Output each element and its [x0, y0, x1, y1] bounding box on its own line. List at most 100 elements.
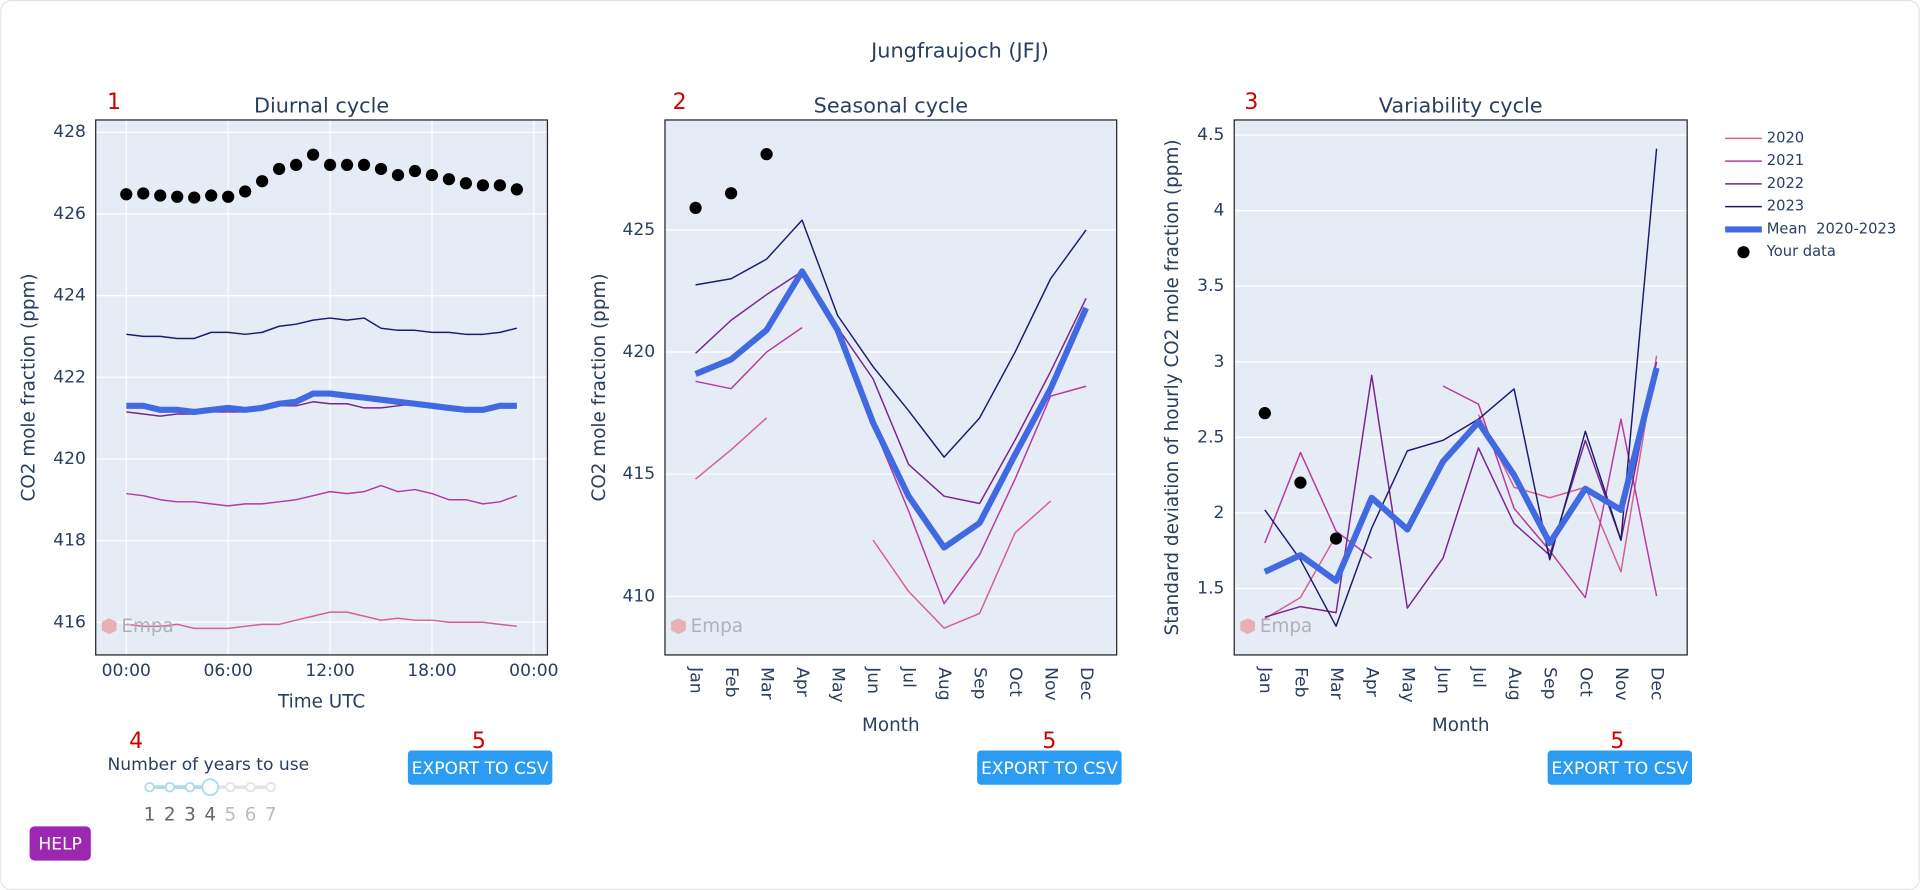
y-tick-label: 425: [622, 220, 655, 240]
data-point: [171, 190, 184, 203]
slider-step[interactable]: [225, 781, 236, 793]
x-tick-label: Jul: [1469, 666, 1489, 688]
y-tick-label: 415: [622, 464, 655, 484]
x-tick-label: Sep: [1540, 667, 1560, 699]
y-axis-title: CO2 mole fraction (ppm): [19, 273, 40, 501]
x-tick-label: 06:00: [203, 661, 252, 681]
mean-line: [1263, 367, 1660, 584]
x-tick-label: Dec: [1076, 667, 1096, 700]
data-point: [289, 158, 303, 172]
year-line: [695, 326, 1087, 605]
export-button[interactable]: EXPORT TO CSV: [1547, 750, 1693, 785]
button-label: EXPORT TO CSV: [1551, 759, 1688, 779]
slider-option[interactable]: 4: [204, 804, 216, 825]
y-tick-label: 4.5: [1197, 125, 1224, 145]
year-line: [1264, 148, 1658, 627]
data-point: [120, 188, 133, 201]
y-tick-label: 3.5: [1197, 276, 1224, 296]
slider-step[interactable]: [265, 781, 276, 793]
legend-label[interactable]: 2020: [1767, 129, 1804, 146]
slider-option[interactable]: 7: [265, 804, 277, 825]
y-tick-label: 2.5: [1197, 427, 1224, 447]
x-tick-label: Dec: [1647, 667, 1667, 700]
help-button[interactable]: HELP: [29, 826, 91, 861]
y-tick-label: 1.5: [1197, 578, 1224, 598]
button-label: EXPORT TO CSV: [981, 759, 1118, 779]
data-point: [476, 179, 490, 192]
legend-label[interactable]: 2021: [1767, 152, 1804, 169]
slider-step[interactable]: [164, 781, 175, 793]
legend-label[interactable]: Your data: [1766, 243, 1836, 260]
x-tick-label: 18:00: [407, 661, 456, 681]
button-bg: [977, 750, 1122, 785]
slider-option[interactable]: 5: [225, 804, 237, 825]
data-point: [340, 158, 354, 172]
x-tick-label: Mar: [1326, 667, 1346, 700]
plot-frame: [664, 119, 1118, 656]
y-tick-label: 422: [53, 367, 86, 387]
data-point: [205, 189, 218, 202]
export-button[interactable]: EXPORT TO CSV: [407, 750, 553, 785]
panel-number: 4: [129, 729, 143, 754]
slider-option[interactable]: 3: [184, 804, 196, 825]
data-point: [323, 158, 337, 172]
x-tick-label: Apr: [1362, 667, 1382, 698]
slider-step[interactable]: [184, 781, 196, 793]
panel-number: 5: [1042, 729, 1056, 754]
slider-option[interactable]: 2: [164, 804, 176, 825]
y-tick-label: 420: [53, 449, 86, 469]
slider-option[interactable]: 6: [245, 804, 257, 825]
plot-area: [95, 119, 548, 655]
export-button[interactable]: EXPORT TO CSV: [977, 750, 1122, 785]
plot-frame: [1233, 119, 1688, 656]
watermark: Empa: [1260, 616, 1312, 637]
y-axis-title: Standard deviation of hourly CO2 mole fr…: [1162, 139, 1183, 635]
panel-number: 2: [673, 90, 687, 115]
legend-label[interactable]: 2023: [1767, 198, 1804, 215]
data-point: [1294, 476, 1307, 489]
watermark-logo: [1240, 618, 1256, 635]
data-point: [272, 162, 286, 176]
slider-handle[interactable]: [201, 778, 220, 797]
watermark-logo: [671, 618, 686, 635]
y-tick-label: 4: [1214, 201, 1225, 221]
data-point: [374, 162, 388, 176]
data-point: [442, 173, 456, 186]
data-point: [391, 168, 405, 182]
x-tick-label: May: [828, 667, 848, 702]
x-tick-label: 12:00: [305, 661, 354, 681]
y-tick-label: 410: [622, 586, 655, 606]
legend-label[interactable]: Mean 2020-2023: [1767, 220, 1896, 237]
y-tick-label: 418: [53, 531, 86, 551]
x-tick-label: May: [1397, 667, 1417, 702]
legend-label[interactable]: 2022: [1767, 175, 1804, 192]
y-tick-label: 424: [53, 286, 86, 306]
slider-step[interactable]: [144, 781, 155, 793]
watermark: Empa: [121, 616, 173, 637]
x-tick-label: Feb: [721, 667, 741, 697]
button-label: HELP: [38, 835, 82, 855]
y-tick-label: 428: [53, 122, 86, 142]
x-tick-label: Jun: [1433, 666, 1453, 694]
panel-number: 1: [107, 90, 121, 115]
x-tick-label: Nov: [1611, 667, 1631, 700]
x-tick-label: Jan: [686, 666, 706, 693]
mean-line: [694, 268, 1089, 551]
watermark: Empa: [691, 616, 743, 637]
year-line: [126, 317, 518, 340]
data-point: [137, 187, 150, 200]
chart-title: Diurnal cycle: [254, 94, 389, 118]
x-tick-label: Mar: [757, 667, 777, 700]
data-point: [689, 201, 702, 215]
slider-option[interactable]: 1: [144, 804, 156, 825]
y-tick-label: 420: [622, 342, 655, 362]
y-tick-label: 416: [53, 612, 86, 632]
x-tick-label: Nov: [1041, 667, 1061, 700]
data-point: [188, 191, 201, 204]
data-point: [510, 183, 523, 196]
year-line: [1264, 361, 1658, 618]
x-tick-label: 00:00: [102, 661, 151, 681]
legend-marker: [1737, 246, 1750, 259]
slider-step[interactable]: [245, 781, 256, 793]
x-tick-label: Apr: [792, 667, 812, 698]
